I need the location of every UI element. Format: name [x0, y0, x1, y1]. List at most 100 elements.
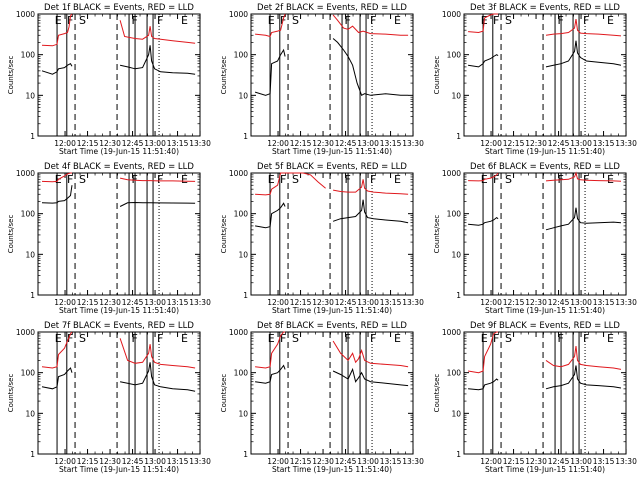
period-label: F: [558, 14, 564, 27]
period-label: E: [268, 173, 275, 186]
x-tick-label: 13:30: [615, 139, 637, 148]
panel-title: Det 3f BLACK = Events, RED = LLD: [470, 3, 620, 13]
events-series-line: [255, 364, 409, 387]
panel-3: Det 3f BLACK = Events, RED = LLD 1 10 100 10…: [433, 3, 637, 156]
x-tick-label: 12:00: [480, 298, 502, 307]
x-tick-label: 12:45: [122, 457, 144, 466]
plot-frame: [37, 331, 201, 455]
y-tick-label: 100: [234, 210, 249, 219]
x-tick-label: 12:30: [312, 139, 334, 148]
y-tick-label: 1000: [229, 169, 248, 178]
period-label: S: [79, 173, 86, 186]
x-tick-label: 12:45: [548, 457, 570, 466]
panel-title: Det 5f BLACK = Events, RED = LLD: [257, 162, 407, 172]
x-tick-label: 13:15: [167, 457, 189, 466]
y-axis-label: Counts/sec: [220, 215, 228, 254]
events-series-line: [41, 45, 196, 75]
period-label: E: [55, 14, 62, 27]
lld-series-line: [41, 331, 196, 369]
y-tick-label: 100: [21, 369, 36, 378]
y-axis-label: Counts/sec: [7, 374, 15, 413]
period-label: F: [157, 173, 163, 186]
y-tick-label: 100: [21, 210, 36, 219]
x-tick-label: 12:00: [54, 457, 76, 466]
events-series-line: [254, 38, 409, 97]
y-tick-label: 1000: [442, 169, 461, 178]
period-label: F: [370, 14, 376, 27]
period-label: F: [280, 332, 286, 345]
period-label: S: [505, 332, 512, 345]
x-tick-label: 12:15: [503, 139, 525, 148]
period-label: F: [493, 14, 499, 27]
x-tick-label: 13:30: [402, 457, 424, 466]
y-axis-label: Counts/sec: [7, 56, 15, 95]
period-label: F: [370, 173, 376, 186]
plot-frame: [463, 13, 627, 137]
x-tick-label: 12:30: [99, 298, 121, 307]
x-tick-label: 12:00: [267, 457, 289, 466]
x-tick-label: 12:00: [54, 139, 76, 148]
lld-series-line: [41, 13, 196, 47]
y-tick-label: 1: [243, 450, 248, 459]
y-tick-label: 100: [234, 369, 249, 378]
y-tick-label: 10: [451, 91, 461, 100]
lld-series-line: [468, 331, 622, 374]
period-label: E: [55, 332, 62, 345]
x-tick-label: 12:30: [525, 457, 547, 466]
x-tick-label: 13:15: [167, 139, 189, 148]
x-tick-label: 13:00: [570, 298, 592, 307]
y-tick-label: 1: [30, 450, 35, 459]
y-tick-label: 100: [21, 51, 36, 60]
plot-frame: [250, 13, 414, 137]
lld-series-line: [255, 331, 409, 369]
x-tick-label: 12:00: [54, 298, 76, 307]
period-label: F: [493, 332, 499, 345]
y-tick-label: 1000: [229, 328, 248, 337]
x-tick-label: 12:30: [99, 457, 121, 466]
plot-frame: [463, 172, 627, 296]
events-series-line: [41, 362, 196, 392]
panel-7: Det 7f BLACK = Events, RED = LLD 1 10 100 10…: [7, 321, 211, 474]
period-label: S: [292, 14, 299, 27]
x-tick-label: 12:15: [503, 298, 525, 307]
period-label: F: [345, 173, 351, 186]
x-tick-label: 13:00: [357, 298, 379, 307]
x-tick-label: 12:15: [77, 298, 99, 307]
x-axis-label: Start Time (19-Jun-15 11:51:40): [485, 147, 605, 156]
panel-2: Det 2f BLACK = Events, RED = LLD 1 10 100 10…: [220, 3, 424, 156]
period-label: S: [292, 173, 299, 186]
events-series-line: [468, 365, 622, 391]
y-axis-label: Counts/sec: [220, 374, 228, 413]
y-tick-label: 1000: [16, 169, 35, 178]
x-tick-label: 12:15: [290, 298, 312, 307]
y-axis-label: Counts/sec: [433, 56, 441, 95]
period-label: S: [79, 332, 86, 345]
x-tick-label: 13:00: [144, 298, 166, 307]
period-label: F: [370, 332, 376, 345]
period-label: E: [607, 173, 614, 186]
panel-5: Det 5f BLACK = Events, RED = LLD 1 10 100 10…: [220, 162, 424, 315]
period-label: F: [157, 332, 163, 345]
period-label: E: [268, 332, 275, 345]
panel-8: Det 8f BLACK = Events, RED = LLD 1 10 100 10…: [220, 321, 424, 474]
plot-frame: [463, 331, 627, 455]
plot-frame: [250, 331, 414, 455]
x-tick-label: 12:30: [312, 457, 334, 466]
x-tick-label: 12:45: [122, 139, 144, 148]
period-label: F: [493, 173, 499, 186]
x-tick-label: 13:00: [144, 457, 166, 466]
x-tick-label: 13:15: [380, 457, 402, 466]
panel-title: Det 9f BLACK = Events, RED = LLD: [470, 321, 620, 331]
events-series-line: [41, 185, 196, 207]
x-tick-label: 13:15: [167, 298, 189, 307]
y-tick-label: 10: [25, 409, 35, 418]
period-label: F: [132, 332, 138, 345]
x-tick-label: 12:30: [525, 139, 547, 148]
x-axis-label: Start Time (19-Jun-15 11:51:40): [272, 306, 392, 315]
x-tick-label: 13:30: [402, 139, 424, 148]
period-label: F: [345, 14, 351, 27]
x-tick-label: 12:00: [267, 298, 289, 307]
y-tick-label: 1: [456, 132, 461, 141]
lld-series-line: [255, 172, 409, 196]
